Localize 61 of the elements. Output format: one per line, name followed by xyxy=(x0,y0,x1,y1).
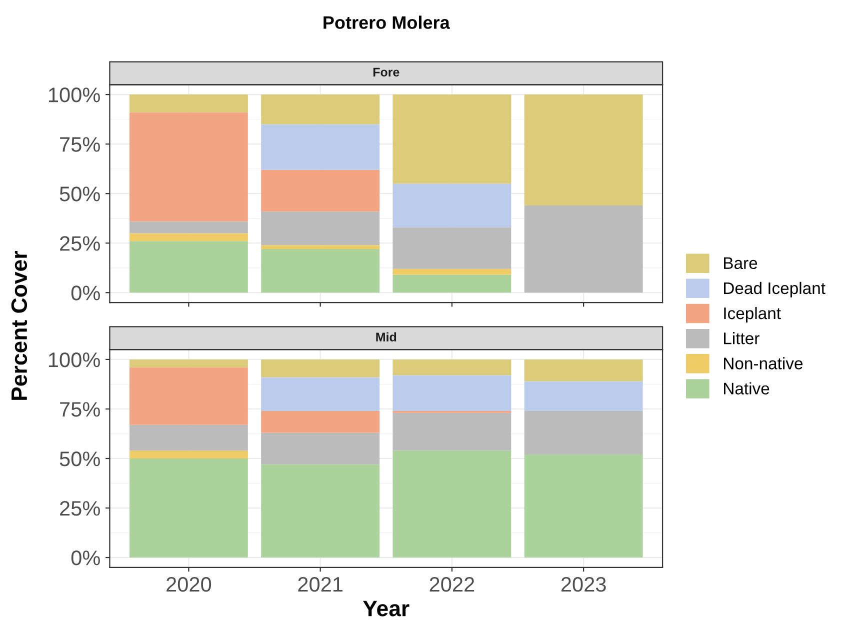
x-tick-label: 2022 xyxy=(430,577,474,592)
y-tick-label: 75% xyxy=(60,402,100,417)
x-axis-title: Year xyxy=(363,600,410,616)
bar xyxy=(524,381,643,411)
legend-label: Non-native xyxy=(724,357,803,370)
bar xyxy=(261,211,380,246)
y-tick-label: 100% xyxy=(49,352,100,368)
y-tick-label: 100% xyxy=(49,88,100,102)
bar xyxy=(392,274,512,293)
bar xyxy=(261,94,380,124)
legend-label: Native xyxy=(724,382,770,394)
x-tick-label: 2020 xyxy=(166,577,212,592)
bar xyxy=(261,249,380,293)
bar xyxy=(392,268,512,275)
bar xyxy=(261,124,380,170)
bar xyxy=(129,450,248,458)
y-tick-label: 50% xyxy=(60,186,100,202)
bar xyxy=(129,367,248,425)
bar xyxy=(261,377,380,411)
chart-subtitle: Mid xyxy=(376,332,396,342)
bar xyxy=(261,359,380,378)
bar xyxy=(261,464,380,558)
legend-label: Iceplant xyxy=(724,306,781,322)
bar xyxy=(392,94,512,184)
y-tick-label: 0% xyxy=(71,286,100,300)
bar xyxy=(129,359,248,368)
bar xyxy=(392,450,512,558)
bar xyxy=(524,94,643,206)
chart-title: Potrero Molera xyxy=(324,16,450,29)
y-tick-label: 25% xyxy=(60,236,100,251)
y-axis-title: Percent Cover xyxy=(11,251,28,400)
bar xyxy=(129,241,248,293)
bar xyxy=(129,94,248,112)
bar xyxy=(261,410,380,433)
bar xyxy=(129,458,248,558)
bar xyxy=(392,227,512,269)
legend-label: Bare xyxy=(724,257,758,270)
bar xyxy=(129,112,248,222)
y-tick-label: 0% xyxy=(71,550,100,566)
bar xyxy=(261,170,380,212)
legend-label: Dead Iceplant xyxy=(724,282,826,298)
bar xyxy=(129,221,248,234)
y-tick-label: 25% xyxy=(60,501,100,516)
bar xyxy=(524,410,643,455)
chart-subtitle: Fore xyxy=(373,68,400,77)
legend-label: Litter xyxy=(724,332,760,344)
y-tick-label: 75% xyxy=(60,137,100,152)
bar xyxy=(261,432,380,464)
x-tick-label: 2021 xyxy=(298,577,342,592)
bar xyxy=(392,412,512,451)
bar xyxy=(261,245,380,250)
bar xyxy=(392,359,512,376)
bar xyxy=(129,424,248,451)
x-tick-label: 2023 xyxy=(561,577,606,592)
bar xyxy=(524,454,643,558)
bar xyxy=(524,205,643,293)
bar xyxy=(129,233,248,242)
bar xyxy=(392,375,512,411)
bar xyxy=(392,184,512,228)
bar xyxy=(524,359,643,382)
y-tick-label: 50% xyxy=(60,451,100,466)
